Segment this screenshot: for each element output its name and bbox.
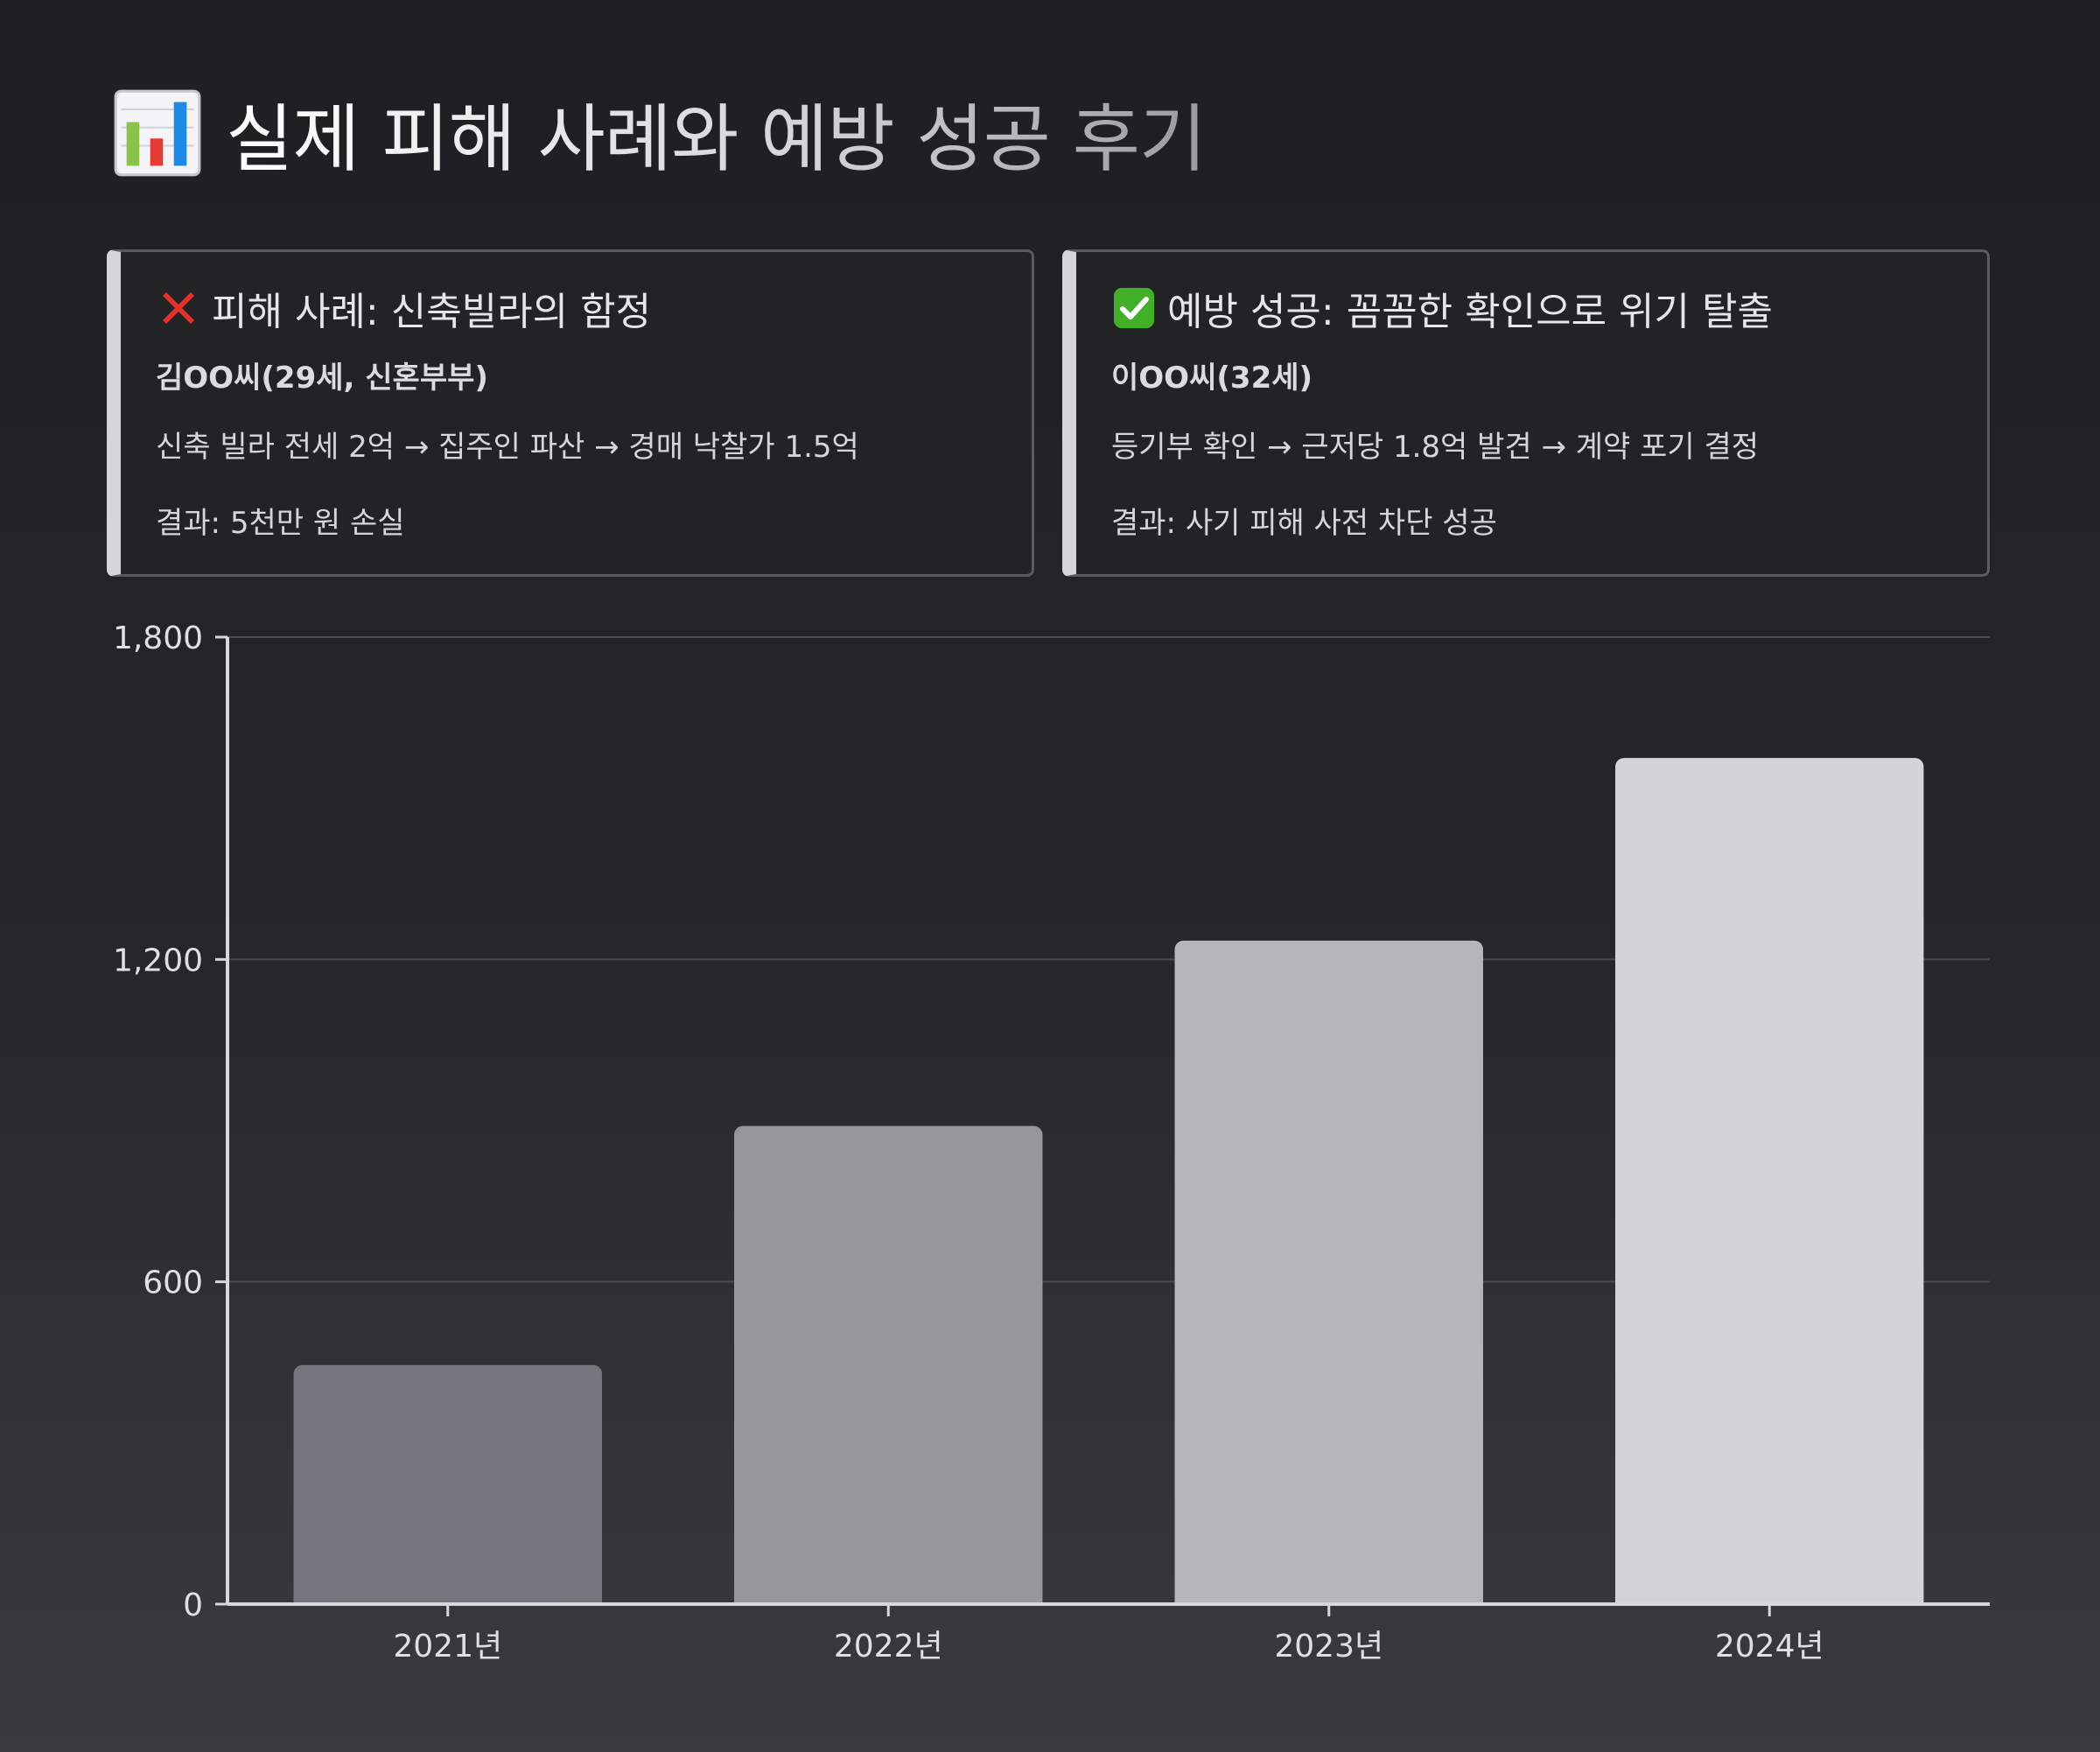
damage-case-heading: 피해 사례: 신축빌라의 함정: [156, 282, 997, 334]
prevention-success-result: 결과: 사기 피해 사전 차단 성공: [1111, 506, 1497, 541]
damage-case-title: 피해 사례: 신축빌라의 함정: [212, 290, 652, 334]
y-tick-label: 0: [183, 1587, 203, 1623]
case-cards: 피해 사례: 신축빌라의 함정 김OO씨(29세, 신혼부부) 신축 빌라 전세…: [107, 249, 1990, 577]
bars: [293, 758, 1924, 1604]
bar-base: [1615, 1594, 1924, 1604]
x-tick-label: 2021년: [393, 1629, 502, 1664]
damage-case-result: 결과: 5천만 원 손실: [156, 506, 405, 541]
x-tick-label: 2022년: [834, 1629, 943, 1664]
bar: [1174, 940, 1483, 1604]
damage-case-detail: 신축 빌라 전세 2억 → 집주인 파산 → 경매 낙찰가 1.5억: [156, 430, 859, 465]
green-check-mark-icon: [1114, 288, 1154, 328]
tick-labels: 0 600 1,200 1,800 2021년 2022년 2023년 2024년: [113, 620, 1824, 1664]
yearly-bar-chart: 0 600 1,200 1,800 2021년 2022년 2023년 2024년: [0, 604, 2100, 1689]
prevention-success-person: 이OO씨(32세): [1111, 361, 1313, 396]
prevention-success-title: 예방 성공: 꼼꼼한 확인으로 위기 탈출: [1167, 290, 1773, 334]
prevention-success-detail: 등기부 확인 → 근저당 1.8억 발견 → 계약 포기 결정: [1111, 430, 1760, 465]
y-tick-label: 600: [143, 1265, 203, 1301]
bar-base: [734, 1594, 1043, 1604]
page-title-text: 실제 피해 사례와 예방 성공 후기: [226, 81, 1207, 186]
bar: [293, 1364, 602, 1604]
bar-chart-svg: 0 600 1,200 1,800 2021년 2022년 2023년 2024년: [113, 620, 1990, 1664]
axes: [215, 635, 1990, 1616]
bar-base: [1174, 1594, 1483, 1604]
bar: [1615, 758, 1924, 1604]
bar-base: [293, 1594, 602, 1604]
x-tick-label: 2023년: [1274, 1629, 1383, 1664]
y-tick-label: 1,200: [113, 943, 203, 978]
x-tick-label: 2024년: [1715, 1629, 1824, 1664]
prevention-success-card: 예방 성공: 꼼꼼한 확인으로 위기 탈출 이OO씨(32세) 등기부 확인 →…: [1062, 249, 1990, 577]
page-title: 실제 피해 사례와 예방 성공 후기: [112, 81, 1207, 186]
bar-chart-emoji-icon: [114, 89, 201, 177]
damage-case-person: 김OO씨(29세, 신혼부부): [156, 361, 488, 396]
prevention-success-heading: 예방 성공: 꼼꼼한 확인으로 위기 탈출: [1111, 282, 1952, 334]
bar: [734, 1125, 1043, 1604]
damage-case-card: 피해 사례: 신축빌라의 함정 김OO씨(29세, 신혼부부) 신축 빌라 전세…: [107, 249, 1034, 577]
red-cross-mark-icon: [163, 292, 194, 324]
y-tick-label: 1,800: [113, 620, 203, 656]
